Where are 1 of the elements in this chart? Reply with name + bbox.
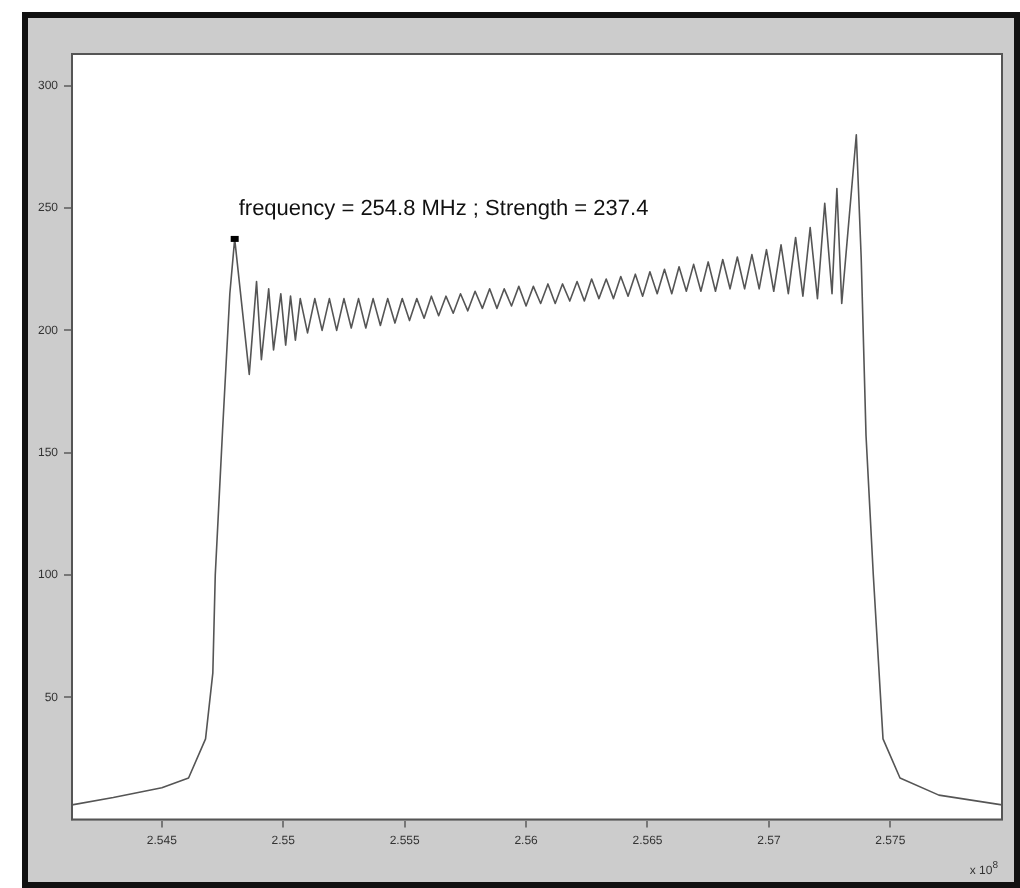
annotation: frequency = 254.8 MHz ; Strength = 237.4: [238, 196, 649, 221]
